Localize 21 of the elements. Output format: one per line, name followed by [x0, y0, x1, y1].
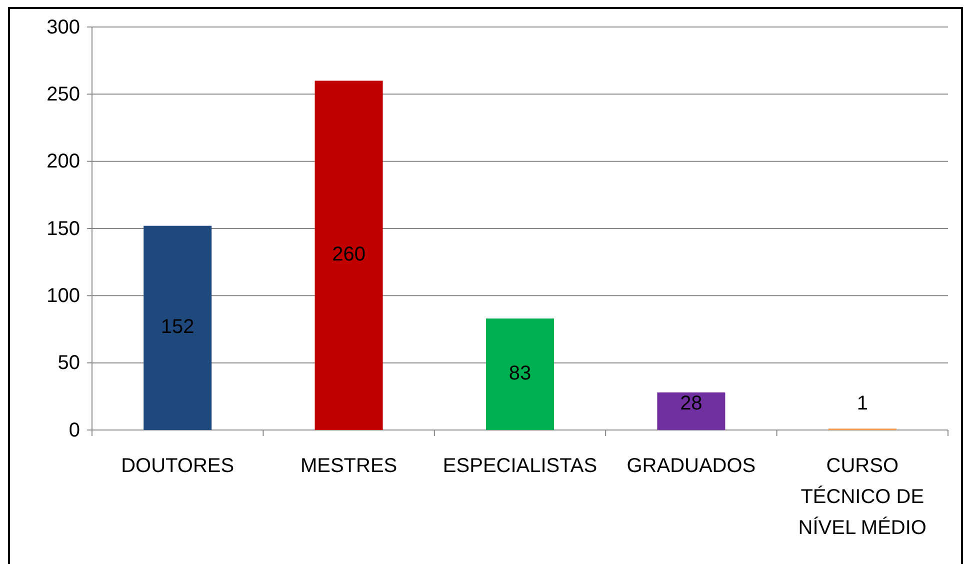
x-tick-label: GRADUADOS	[626, 455, 756, 477]
y-tick-label: 0	[68, 419, 80, 442]
data-label: 83	[508, 362, 532, 385]
x-tick-label: CURSO TÉCNICO DE NÍVEL MÉDIO	[798, 455, 926, 539]
y-tick-label: 200	[46, 150, 80, 173]
bar	[314, 80, 383, 430]
x-tick-label: MESTRES	[300, 455, 398, 477]
y-tick-label: 150	[46, 218, 80, 240]
y-tick-label: 100	[46, 285, 80, 308]
data-label: 260	[332, 244, 366, 266]
bar	[144, 226, 212, 430]
bar	[657, 392, 726, 430]
data-label: 28	[680, 392, 702, 414]
bar	[486, 318, 554, 430]
x-tick-label: ESPECIALISTAS	[442, 455, 598, 477]
x-tick-label: DOUTORES	[121, 455, 234, 477]
data-label: 152	[160, 316, 194, 338]
y-tick-label: 300	[46, 16, 80, 38]
data-label: 1	[856, 392, 868, 414]
y-tick-label: 50	[58, 352, 80, 374]
y-tick-label: 250	[46, 84, 80, 106]
